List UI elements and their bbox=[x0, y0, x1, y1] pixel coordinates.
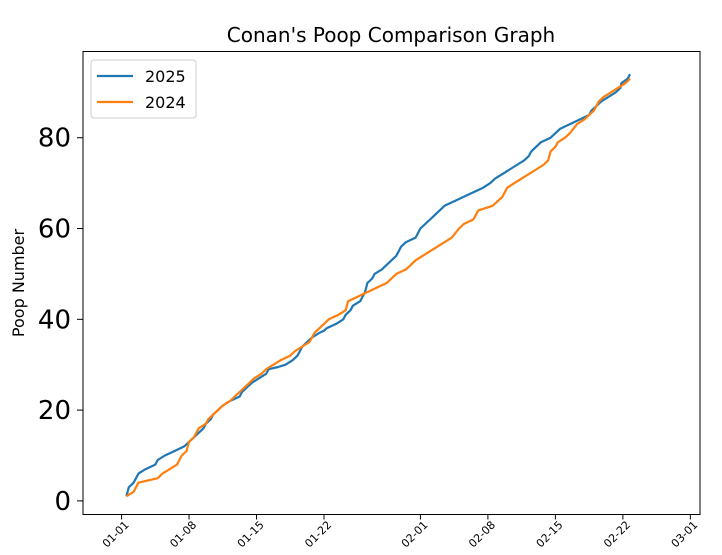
x-tick-label: 01-08 bbox=[167, 518, 199, 550]
legend-box bbox=[90, 59, 197, 119]
x-tick-label: 03-01 bbox=[669, 518, 701, 550]
x-tick-label: 02-15 bbox=[534, 518, 566, 550]
x-tick-label: 02-01 bbox=[399, 518, 431, 550]
y-tick-label: 60 bbox=[38, 215, 71, 245]
x-tick-label: 01-22 bbox=[302, 518, 334, 550]
x-tick-label: 02-08 bbox=[466, 518, 498, 550]
x-tick-label: 02-22 bbox=[601, 518, 633, 550]
y-tick-label: 80 bbox=[38, 124, 71, 154]
legend-label-2025: 2025 bbox=[145, 67, 186, 86]
x-tick-label: 01-15 bbox=[235, 518, 267, 550]
legend: 2025 2024 bbox=[90, 59, 197, 119]
plot-frame bbox=[82, 51, 701, 515]
y-tick-label: 20 bbox=[38, 396, 71, 426]
plot-area bbox=[125, 73, 632, 498]
y-tick-label: 0 bbox=[54, 487, 71, 517]
y-axis-label: Poop Number bbox=[9, 228, 28, 337]
series-line-2025 bbox=[125, 73, 632, 497]
series-line-2024 bbox=[125, 77, 631, 498]
chart-title: Conan's Poop Comparison Graph bbox=[227, 23, 555, 47]
legend-label-2024: 2024 bbox=[145, 93, 186, 112]
y-tick-label: 40 bbox=[38, 305, 71, 335]
x-tick-label: 01-01 bbox=[100, 518, 132, 550]
